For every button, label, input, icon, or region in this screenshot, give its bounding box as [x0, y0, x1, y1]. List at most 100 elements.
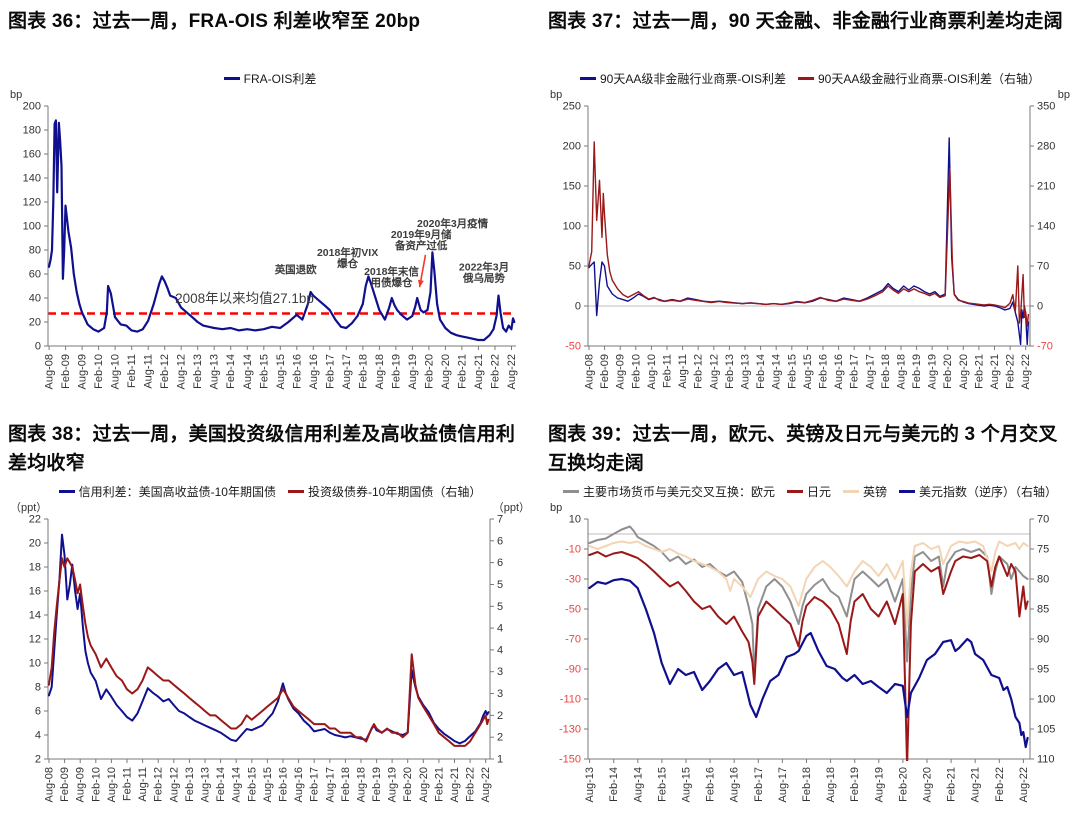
x-tick-label: Feb-19	[849, 767, 861, 802]
y-tick-label: 50	[569, 261, 581, 273]
x-tick-label: Feb-14	[608, 767, 620, 802]
x-tick-label: Feb-11	[662, 354, 674, 388]
chart-annotation: 爆仓	[337, 257, 358, 270]
left-axis-unit: bp	[550, 89, 562, 101]
legend-label: 信用利差：美国高收益债-10年期国债	[78, 484, 276, 499]
x-tick-label: Aug-22	[1018, 767, 1030, 802]
x-tick-label: Aug-18	[825, 767, 837, 802]
x-tick-label: Feb-18	[801, 767, 813, 802]
x-tick-label: Feb-10	[93, 354, 105, 389]
y-tick-label: 70	[1037, 514, 1049, 526]
y-tick-label: 110	[1037, 754, 1055, 766]
y-tick-label: 40	[29, 293, 41, 305]
legend-swatch	[843, 489, 859, 493]
x-tick-label: Feb-12	[159, 354, 171, 389]
x-tick-label: Aug-11	[137, 767, 149, 802]
y-tick-label: 100	[23, 221, 41, 233]
x-tick-label: Feb-21	[973, 354, 985, 389]
chart-panel-36: 图表 36：过去一周，FRA-OIS 利差收窄至 20bp FRA-OIS利差 …	[0, 0, 540, 413]
x-tick-label: Feb-19	[390, 354, 402, 389]
legend-item: 90天AA级金融行业商票-OIS利差（右轴）	[798, 70, 1040, 87]
x-tick-label: Aug-15	[802, 354, 814, 389]
y-tick-label: 0	[35, 341, 41, 353]
chart-annotation: 英国退欧	[274, 263, 317, 276]
y-tick-label: 8	[35, 682, 41, 694]
x-tick-label: Feb-12	[693, 354, 705, 389]
x-tick-label: Aug-13	[200, 767, 212, 802]
x-tick-label: Feb-14	[225, 354, 237, 389]
x-tick-label: Aug-12	[708, 354, 720, 389]
x-tick-label: Aug-11	[677, 354, 689, 389]
x-tick-label: Feb-17	[324, 354, 336, 389]
y-tick-label: -130	[559, 724, 581, 736]
x-tick-label: Aug-10	[106, 767, 118, 802]
legend-item: 投资级债券-10年期国债（右轴）	[288, 483, 481, 500]
legend-item: 美元指数（逆序）（右轴）	[899, 483, 1057, 500]
x-tick-label: Aug-14	[242, 354, 254, 389]
legend-swatch	[798, 76, 814, 80]
y-tick-label: 140	[1037, 221, 1055, 233]
x-tick-label: Aug-22	[480, 767, 492, 802]
x-tick-label: Aug-10	[646, 354, 658, 389]
x-tick-label: Aug-14	[231, 767, 243, 802]
legend-item: 主要市场货币与美元交叉互换：欧元	[562, 483, 775, 500]
y-tick-label: 150	[563, 181, 581, 193]
x-tick-label: Aug-17	[864, 354, 876, 389]
legend-label: FRA-OIS利差	[243, 71, 317, 86]
x-tick-label: Feb-17	[309, 767, 321, 802]
x-tick-label: Feb-09	[599, 354, 611, 389]
series-line	[48, 533, 490, 745]
y-tick-label: 4	[35, 730, 41, 742]
x-tick-label: Feb-22	[465, 767, 477, 802]
y-tick-label: 180	[23, 125, 41, 137]
y-tick-label: 160	[23, 149, 41, 161]
y-tick-label: 75	[1037, 544, 1049, 556]
x-tick-label: Feb-11	[122, 767, 134, 801]
legend-swatch	[288, 489, 304, 493]
chart-title-36: 图表 36：过去一周，FRA-OIS 利差收窄至 20bp	[8, 11, 421, 32]
x-tick-label: Aug-22	[506, 354, 518, 389]
chart-annotation: 2018年初VIX	[317, 246, 378, 259]
x-tick-label: Aug-15	[275, 354, 287, 389]
y-tick-label: -50	[565, 341, 581, 353]
x-tick-label: Feb-16	[291, 354, 303, 389]
y-tick-label: 12	[29, 634, 41, 646]
legend-item: 英镑	[843, 483, 887, 500]
x-tick-label: Aug-20	[922, 767, 934, 802]
series-line	[588, 141, 1030, 327]
y-tick-label: 5	[497, 601, 503, 613]
x-tick-label: Feb-09	[60, 354, 72, 389]
y-tick-label: 6	[35, 706, 41, 718]
x-tick-label: Aug-09	[75, 767, 87, 802]
x-tick-label: Aug-11	[143, 354, 155, 389]
x-tick-label: Aug-10	[110, 354, 122, 389]
y-tick-label: -70	[1037, 341, 1053, 353]
y-tick-label: 18	[29, 562, 41, 574]
chart-annotation: 2020年3月疫情	[417, 217, 489, 230]
y-tick-label: 85	[1037, 604, 1049, 616]
left-axis-unit: bp	[550, 502, 562, 514]
x-tick-label: Aug-20	[958, 354, 970, 389]
legend-label: 英镑	[863, 484, 888, 499]
y-tick-label: 20	[29, 317, 41, 329]
y-tick-label: 2	[497, 732, 503, 744]
x-tick-label: Feb-11	[126, 354, 138, 388]
x-tick-label: Feb-20	[402, 767, 414, 802]
x-tick-label: Feb-21	[946, 767, 958, 802]
x-tick-label: Aug-18	[896, 354, 908, 389]
x-tick-label: Aug-14	[771, 354, 783, 389]
x-tick-label: Aug-08	[584, 354, 596, 389]
chart-annotation: 2018年末信	[364, 265, 419, 278]
y-tick-label: 80	[1037, 574, 1049, 586]
y-tick-label: 350	[1037, 101, 1055, 113]
y-tick-label: 20	[29, 538, 41, 550]
legend-label: 90天AA级非金融行业商票-OIS利差	[599, 71, 786, 86]
y-tick-label: 210	[1037, 181, 1055, 193]
y-tick-label: 95	[1037, 664, 1049, 676]
y-tick-label: 2	[497, 710, 503, 722]
y-tick-label: 70	[1037, 261, 1049, 273]
y-tick-label: -90	[565, 664, 581, 676]
legend-swatch	[562, 489, 579, 493]
x-tick-label: Feb-21	[433, 767, 445, 802]
